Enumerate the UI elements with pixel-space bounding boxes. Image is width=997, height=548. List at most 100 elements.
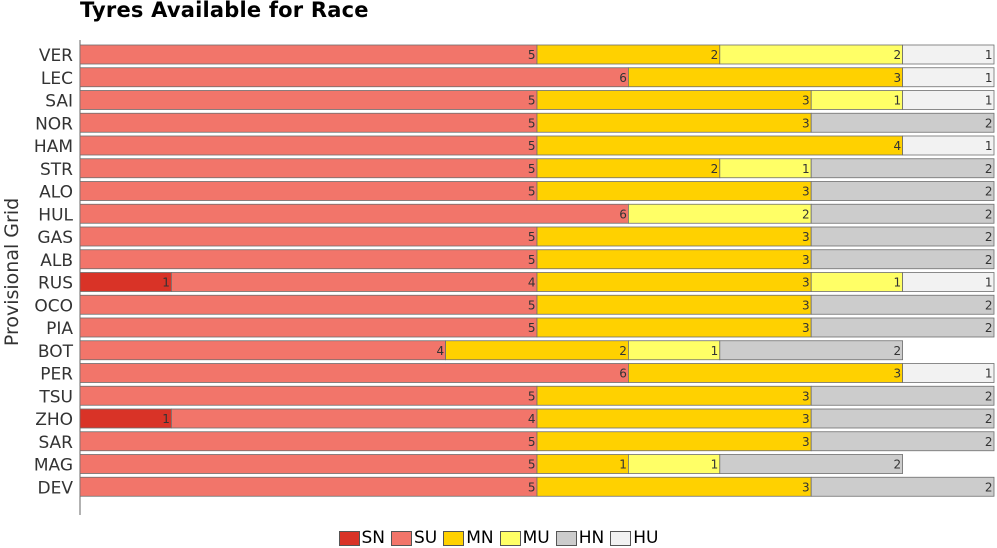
bar-segment-hu [902, 67, 995, 88]
y-tick-label: HAM [34, 137, 73, 157]
y-tick-label: MAG [34, 456, 73, 476]
bar-segment-mn [536, 249, 812, 270]
bar-segment-hn [810, 249, 995, 270]
bar-data-label: 2 [985, 116, 993, 130]
bar-data-label: 3 [802, 389, 810, 403]
bar-segment-su [79, 431, 538, 452]
bar-segment-su [79, 385, 538, 406]
bar-data-label: 4 [893, 139, 901, 153]
bar-data-label: 5 [528, 480, 536, 494]
bar-data-label: 3 [893, 367, 901, 381]
legend-label: MU [522, 528, 550, 548]
legend-item-su: SU [391, 528, 437, 548]
bar-segment-mn [536, 431, 812, 452]
bar-segment-hn [810, 431, 995, 452]
bar-data-label: 1 [985, 367, 993, 381]
bar-segment-su [79, 476, 538, 497]
bar-data-label: 5 [528, 48, 536, 62]
legend-item-mu: MU [499, 528, 550, 548]
bar-segment-su [170, 272, 538, 292]
bar-data-label: 1 [893, 276, 901, 290]
bar-data-label: 3 [802, 435, 810, 449]
y-tick-label: ALB [40, 251, 73, 271]
bar-data-label: 1 [893, 94, 901, 108]
bar-segment-hn [810, 385, 995, 406]
bar-segment-su [170, 408, 538, 429]
y-tick-label: STR [40, 160, 73, 180]
bar-segment-mu [810, 90, 904, 110]
bar-data-label: 3 [802, 116, 810, 130]
legend-swatch [610, 530, 632, 546]
bar-segment-mn [536, 44, 721, 65]
bar-segment-su [79, 44, 538, 65]
legend-label: MN [466, 528, 494, 548]
bar-segment-su [79, 135, 538, 156]
legend-item-hn: HN [555, 528, 604, 548]
bar-segment-hn [810, 112, 995, 133]
y-tick-label: PER [40, 365, 73, 385]
bar-data-label: 5 [528, 389, 536, 403]
bar-data-label: 5 [528, 230, 536, 244]
bar-data-label: 6 [619, 207, 627, 221]
bar-data-label: 2 [619, 344, 627, 358]
y-tick-label: NOR [35, 114, 73, 134]
bar-data-label: 2 [985, 230, 993, 244]
bar-data-label: 5 [528, 162, 536, 176]
bar-data-label: 1 [619, 458, 627, 472]
bar-data-label: 2 [985, 162, 993, 176]
y-tick-label: OCO [34, 296, 73, 316]
bar-segment-mu [628, 454, 721, 474]
bar-data-label: 1 [802, 162, 810, 176]
y-tick-label: ZHO [35, 410, 73, 430]
y-tick-label: ALO [39, 183, 73, 203]
bar-data-label: 3 [802, 94, 810, 108]
bar-segment-hu [902, 363, 995, 383]
bar-data-label: 6 [619, 71, 627, 85]
bar-data-label: 3 [802, 230, 810, 244]
legend-label: SU [414, 528, 438, 548]
bar-segment-mn [536, 158, 721, 179]
bar-data-label: 3 [802, 480, 810, 494]
bar-segment-mn [445, 340, 629, 361]
y-tick-label: VER [39, 46, 73, 66]
bar-segment-mn [536, 317, 812, 338]
bar-segment-mn [536, 272, 812, 292]
bar-data-label: 2 [985, 435, 993, 449]
bar-data-label: 6 [619, 367, 627, 381]
bar-data-label: 2 [985, 207, 993, 221]
legend-swatch [391, 530, 413, 546]
plot-area: VER 5 2 2 1 LEC 6 3 1 SAI 5 3 1 1 NOR 5 3 2 HAM 5 4 1 STR 5 2 1 2 A… [34, 40, 995, 515]
bar-data-label: 2 [985, 321, 993, 335]
y-tick-label: SAR [38, 433, 73, 453]
bar-data-label: 1 [985, 276, 993, 290]
y-tick-label: RUS [38, 274, 73, 294]
legend-item-mn: MN [443, 528, 494, 548]
bar-data-label: 1 [162, 276, 170, 290]
bar-data-label: 5 [528, 139, 536, 153]
bar-segment-mn [628, 363, 904, 383]
bar-data-label: 2 [893, 344, 901, 358]
bar-data-label: 5 [528, 94, 536, 108]
bar-data-label: 3 [802, 321, 810, 335]
y-tick-label: TSU [38, 387, 73, 407]
bar-data-label: 1 [711, 458, 719, 472]
bar-data-label: 2 [985, 389, 993, 403]
bar-segment-mn [536, 112, 812, 133]
y-tick-label: GAS [37, 228, 73, 248]
bar-segment-hn [810, 203, 995, 224]
bar-data-label: 3 [802, 253, 810, 267]
bar-segment-mu [628, 203, 812, 224]
bar-data-label: 1 [711, 344, 719, 358]
bar-segment-su [79, 90, 538, 110]
bar-segment-su [79, 226, 538, 247]
bar-data-label: 3 [802, 412, 810, 426]
y-tick-label: SAI [45, 92, 73, 112]
bar-segment-mn [536, 385, 812, 406]
bar-segment-mn [628, 67, 904, 88]
bar-segment-mn [536, 90, 812, 110]
bar-data-label: 1 [985, 71, 993, 85]
bar-segment-mn [536, 454, 629, 474]
bar-segment-mu [719, 158, 812, 179]
y-axis-label: Provisional Grid [1, 198, 23, 346]
